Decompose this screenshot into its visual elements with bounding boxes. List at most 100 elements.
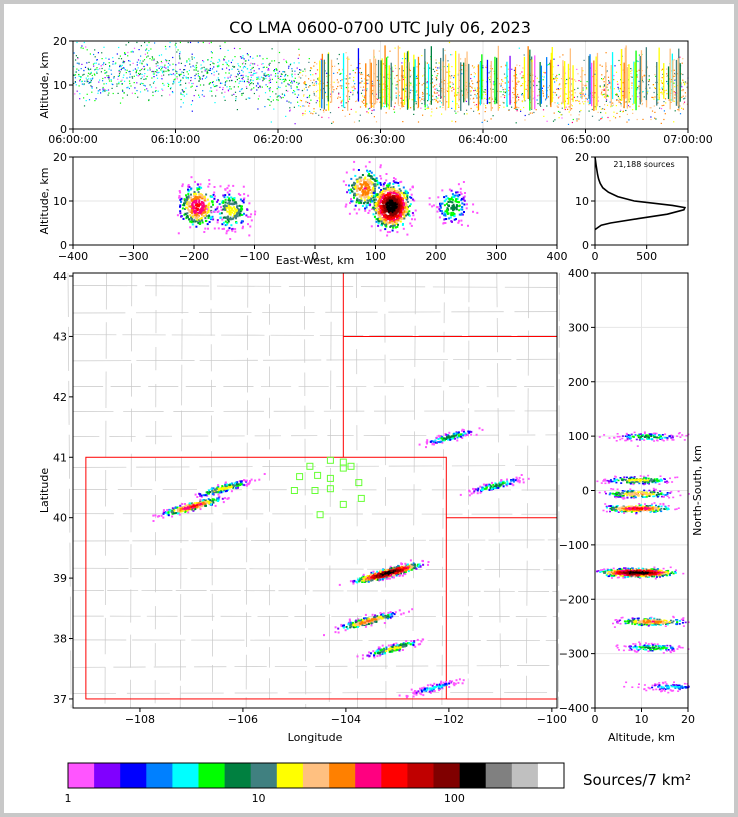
time-source-point [528, 113, 530, 116]
ew-source-cell [364, 201, 367, 203]
time-source-point [135, 72, 137, 74]
time-burst [444, 54, 447, 111]
time-source-point [652, 96, 654, 99]
time-source-point [554, 92, 556, 94]
time-source-point [453, 88, 455, 90]
time-source-point [491, 68, 493, 70]
time-source-point [488, 72, 490, 74]
time-source-point [116, 53, 118, 55]
time-source-point [356, 100, 358, 102]
time-source-point [346, 83, 348, 85]
time-source-point [128, 71, 130, 73]
ew-source-cell [384, 187, 387, 190]
time-source-point [77, 58, 79, 60]
time-source-point [616, 93, 618, 95]
ew-source-cell [187, 196, 190, 199]
plan-source-cell [192, 509, 195, 512]
time-source-point [198, 94, 200, 96]
time-source-point [452, 100, 454, 102]
time-source-point [273, 70, 276, 72]
ew-source-cell [196, 187, 199, 190]
time-source-point [98, 81, 100, 83]
time-source-point [579, 92, 581, 94]
time-source-point [339, 73, 341, 75]
time-source-point [513, 93, 515, 96]
time-source-point [530, 74, 532, 76]
time-source-point [605, 112, 607, 114]
ew-source-cell [197, 187, 200, 190]
ew-xtick-label: −300 [118, 250, 148, 263]
time-burst [327, 53, 329, 102]
time-source-point [641, 79, 643, 81]
ew-source-cell [227, 220, 230, 223]
time-source-point [377, 98, 379, 101]
time-source-point [229, 86, 231, 88]
ew-source-cell [187, 184, 190, 186]
ew-source-cell [200, 194, 203, 197]
time-source-point [574, 89, 576, 91]
time-source-point [345, 102, 347, 104]
time-source-point [584, 93, 587, 95]
time-burst [645, 47, 647, 101]
time-source-point [557, 102, 559, 104]
time-source-point [590, 92, 592, 94]
time-source-point [208, 42, 210, 44]
time-burst [365, 63, 367, 108]
ew-source-cell [387, 183, 390, 186]
time-source-point [540, 105, 542, 107]
plan-source-cell [187, 504, 190, 507]
time-source-point [91, 87, 93, 89]
ew-source-cell [374, 203, 377, 205]
ew-source-cell [449, 200, 452, 203]
time-source-point [165, 48, 167, 50]
time-source-point [231, 94, 233, 96]
ew-source-cell [242, 185, 245, 188]
ew-source-cell [371, 192, 374, 195]
time-source-point [395, 97, 397, 99]
plan-source-cell [215, 499, 218, 502]
time-source-point [136, 41, 138, 44]
time-source-point [123, 61, 126, 63]
time-source-point [99, 89, 101, 91]
time-source-point [169, 41, 171, 44]
time-source-point [426, 82, 428, 84]
ew-source-cell [373, 201, 376, 204]
ew-source-cell [185, 196, 188, 199]
time-source-point [580, 97, 582, 99]
time-source-point [585, 87, 588, 89]
time-source-point [169, 73, 171, 75]
ew-source-cell [379, 183, 382, 186]
ew-source-cell [366, 170, 369, 173]
ew-source-cell [204, 208, 207, 210]
ew-source-cell [179, 205, 181, 208]
time-source-point [448, 41, 451, 44]
time-source-point [151, 77, 153, 79]
time-source-point [348, 58, 350, 60]
time-source-point [203, 84, 205, 86]
time-source-point [196, 62, 198, 64]
time-source-point [500, 66, 502, 68]
time-source-point [270, 121, 272, 123]
time-source-point [82, 74, 84, 76]
ew-source-cell [227, 219, 230, 222]
time-source-point [174, 44, 176, 46]
time-source-point [92, 77, 94, 79]
ew-source-cell [463, 203, 466, 206]
ew-source-cell [353, 208, 356, 211]
ew-source-cell [198, 201, 201, 204]
time-source-point [362, 73, 364, 76]
time-source-point [597, 100, 599, 102]
ew-source-cell [236, 211, 239, 214]
ew-source-cell [229, 218, 231, 220]
time-source-point [405, 58, 407, 60]
time-source-point [666, 73, 668, 75]
time-source-point [76, 90, 78, 92]
time-source-point [190, 86, 192, 88]
time-source-point [622, 110, 624, 112]
ew-source-cell [199, 220, 201, 223]
ew-source-cell [378, 201, 381, 204]
county-line [72, 311, 558, 314]
time-source-point [416, 77, 418, 79]
time-source-point [451, 120, 453, 122]
ew-source-cell [387, 204, 390, 207]
